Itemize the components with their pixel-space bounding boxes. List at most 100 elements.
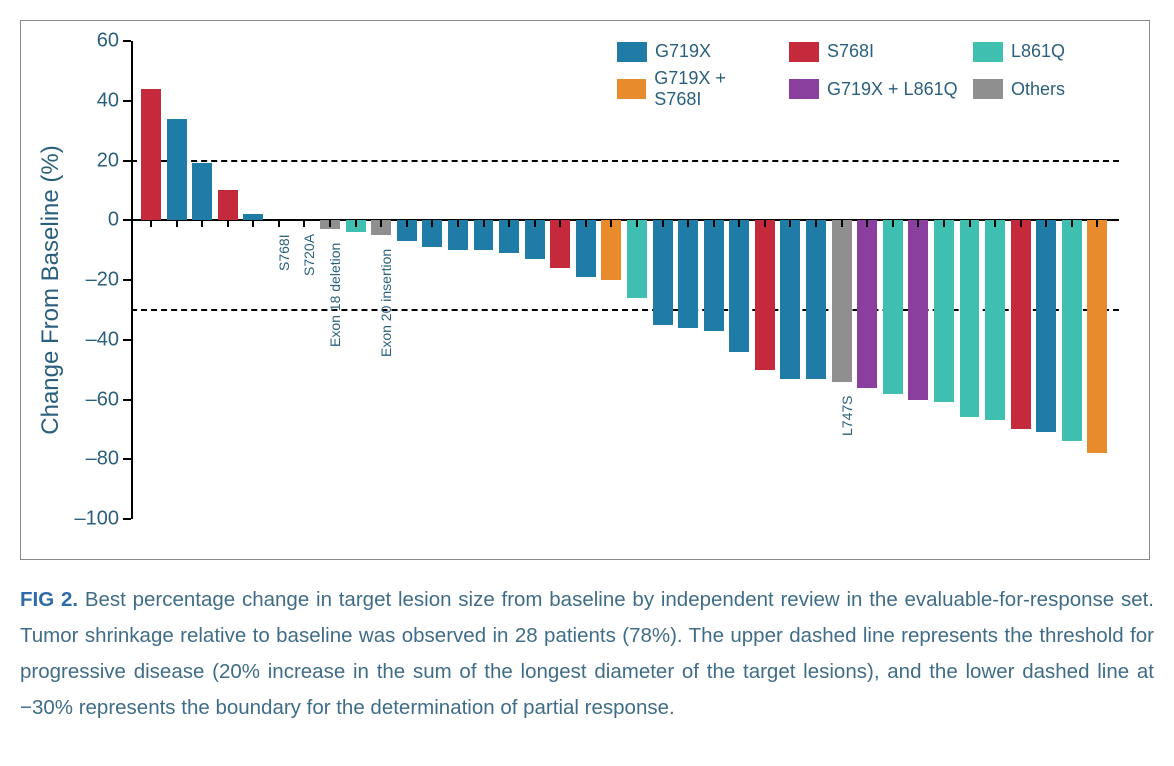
bar-annotation: S768I (276, 235, 292, 272)
y-axis (131, 41, 133, 519)
bar (985, 220, 1005, 420)
x-tick (764, 220, 766, 227)
legend-swatch (617, 42, 647, 62)
legend-item: G719X (617, 41, 775, 62)
bar-annotation: Exon 18 deletion (327, 243, 343, 347)
bar-annotation: S720A (301, 234, 317, 276)
x-tick (278, 220, 280, 227)
bar (1062, 220, 1082, 441)
legend-row: G719X S768I L861Q (617, 41, 1113, 62)
bar (908, 220, 928, 399)
x-tick (1096, 220, 1098, 227)
legend-item: Others (973, 68, 1113, 110)
y-tick (123, 160, 131, 162)
bar (755, 220, 775, 369)
y-tick (123, 279, 131, 281)
legend-label: S768I (827, 41, 874, 62)
x-tick (815, 220, 817, 227)
legend-label: Others (1011, 79, 1065, 100)
x-tick (1045, 220, 1047, 227)
bar (806, 220, 826, 378)
x-tick (201, 220, 203, 227)
x-tick (176, 220, 178, 227)
legend-swatch (789, 79, 819, 99)
y-tick-label: –40 (86, 328, 119, 351)
legend: G719X S768I L861Q G719X + S768I G719X + L861… (617, 41, 1113, 116)
bar (576, 220, 596, 277)
y-tick-label: –80 (86, 448, 119, 471)
bar (167, 119, 187, 221)
x-tick (406, 220, 408, 227)
y-tick (123, 339, 131, 341)
x-tick (662, 220, 664, 227)
x-tick (636, 220, 638, 227)
legend-item: G719X + S768I (617, 68, 775, 110)
y-tick (123, 399, 131, 401)
legend-item: S768I (789, 41, 959, 62)
x-tick (969, 220, 971, 227)
y-tick (123, 40, 131, 42)
caption-text: Best percentage change in target lesion … (20, 588, 1154, 719)
reference-line (131, 160, 1119, 162)
x-tick (841, 220, 843, 227)
legend-item: G719X + L861Q (789, 68, 959, 110)
x-tick (329, 220, 331, 227)
x-tick (1071, 220, 1073, 227)
x-tick (713, 220, 715, 227)
bar (960, 220, 980, 417)
legend-label: G719X (655, 41, 711, 62)
y-tick-label: 20 (97, 149, 119, 172)
x-tick (227, 220, 229, 227)
legend-label: G719X + L861Q (827, 79, 958, 100)
bar (934, 220, 954, 402)
x-tick (866, 220, 868, 227)
legend-item: L861Q (973, 41, 1113, 62)
x-tick (917, 220, 919, 227)
figure-container: Change From Baseline (%) 6040200–20–40–6… (20, 20, 1154, 726)
x-tick (892, 220, 894, 227)
y-tick (123, 458, 131, 460)
waterfall-chart: Change From Baseline (%) 6040200–20–40–6… (20, 20, 1150, 560)
bar (780, 220, 800, 378)
x-tick (150, 220, 152, 227)
x-tick (738, 220, 740, 227)
y-tick-label: –100 (75, 508, 120, 531)
bar (704, 220, 724, 331)
bar (141, 89, 161, 220)
x-tick (994, 220, 996, 227)
x-tick (610, 220, 612, 227)
x-tick (789, 220, 791, 227)
bar (218, 190, 238, 220)
x-tick (585, 220, 587, 227)
legend-label: L861Q (1011, 41, 1065, 62)
bar (192, 163, 212, 220)
bar (832, 220, 852, 381)
bar (729, 220, 749, 351)
bar-annotation: Exon 20 insertion (378, 249, 394, 357)
bar-annotation: L747S (839, 395, 855, 435)
bar (601, 220, 621, 280)
bar (550, 220, 570, 268)
legend-row: G719X + S768I G719X + L861Q Others (617, 68, 1113, 110)
y-tick-label: 0 (108, 209, 119, 232)
legend-swatch (617, 79, 646, 99)
x-tick (559, 220, 561, 227)
x-tick (508, 220, 510, 227)
bar (883, 220, 903, 393)
y-tick-label: –20 (86, 269, 119, 292)
y-axis-title: Change From Baseline (%) (37, 145, 65, 434)
x-tick (431, 220, 433, 227)
y-tick (123, 518, 131, 520)
bar (653, 220, 673, 325)
x-tick (303, 220, 305, 227)
y-tick (123, 100, 131, 102)
caption-label: FIG 2. (20, 588, 78, 611)
bar (627, 220, 647, 298)
bar (1087, 220, 1107, 453)
x-tick (943, 220, 945, 227)
x-tick (534, 220, 536, 227)
y-tick-label: 60 (97, 30, 119, 53)
x-tick (687, 220, 689, 227)
bar (857, 220, 877, 387)
figure-caption: FIG 2. Best percentage change in target … (20, 582, 1154, 726)
